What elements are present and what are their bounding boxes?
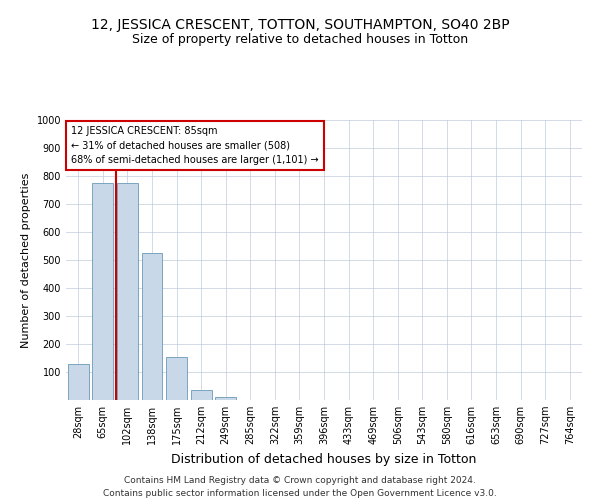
Text: 12 JESSICA CRESCENT: 85sqm
← 31% of detached houses are smaller (508)
68% of sem: 12 JESSICA CRESCENT: 85sqm ← 31% of deta…: [71, 126, 319, 165]
X-axis label: Distribution of detached houses by size in Totton: Distribution of detached houses by size …: [172, 452, 476, 466]
Text: 12, JESSICA CRESCENT, TOTTON, SOUTHAMPTON, SO40 2BP: 12, JESSICA CRESCENT, TOTTON, SOUTHAMPTO…: [91, 18, 509, 32]
Bar: [117, 183, 138, 400]
Bar: [215, 397, 236, 400]
Bar: [166, 356, 187, 400]
Text: Size of property relative to detached houses in Totton: Size of property relative to detached ho…: [132, 32, 468, 46]
Bar: [191, 390, 212, 400]
Bar: [142, 253, 163, 400]
Text: Contains HM Land Registry data © Crown copyright and database right 2024.
Contai: Contains HM Land Registry data © Crown c…: [103, 476, 497, 498]
Y-axis label: Number of detached properties: Number of detached properties: [21, 172, 31, 348]
Bar: [68, 364, 89, 400]
Bar: [92, 183, 113, 400]
